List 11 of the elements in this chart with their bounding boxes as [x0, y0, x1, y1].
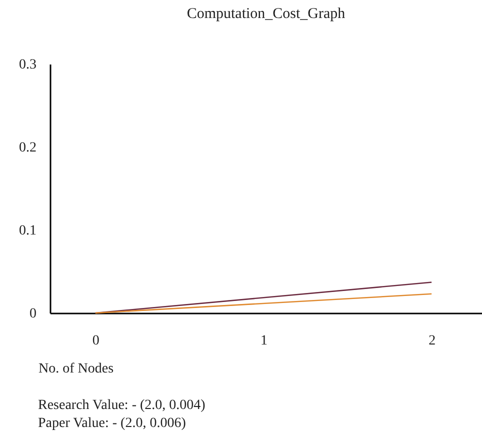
x-tick-label: 1	[260, 334, 268, 348]
y-tick-label: 0.1	[19, 224, 36, 238]
x-tick-label: 2	[428, 334, 436, 348]
chart-title: Computation_Cost_Graph	[186, 6, 346, 22]
text: Research Value: - (2.0, 0.004)	[38, 397, 206, 415]
y-tick-label: 0	[30, 306, 36, 322]
x-tick-label: 0	[92, 334, 100, 348]
text: Paper Value: - (2.0, 0.006)	[38, 415, 187, 433]
y-tick-label: 0.3	[19, 58, 36, 72]
y-tick-label: 0.2	[19, 140, 36, 156]
x-axis-title: No. of Nodes	[38, 362, 114, 376]
